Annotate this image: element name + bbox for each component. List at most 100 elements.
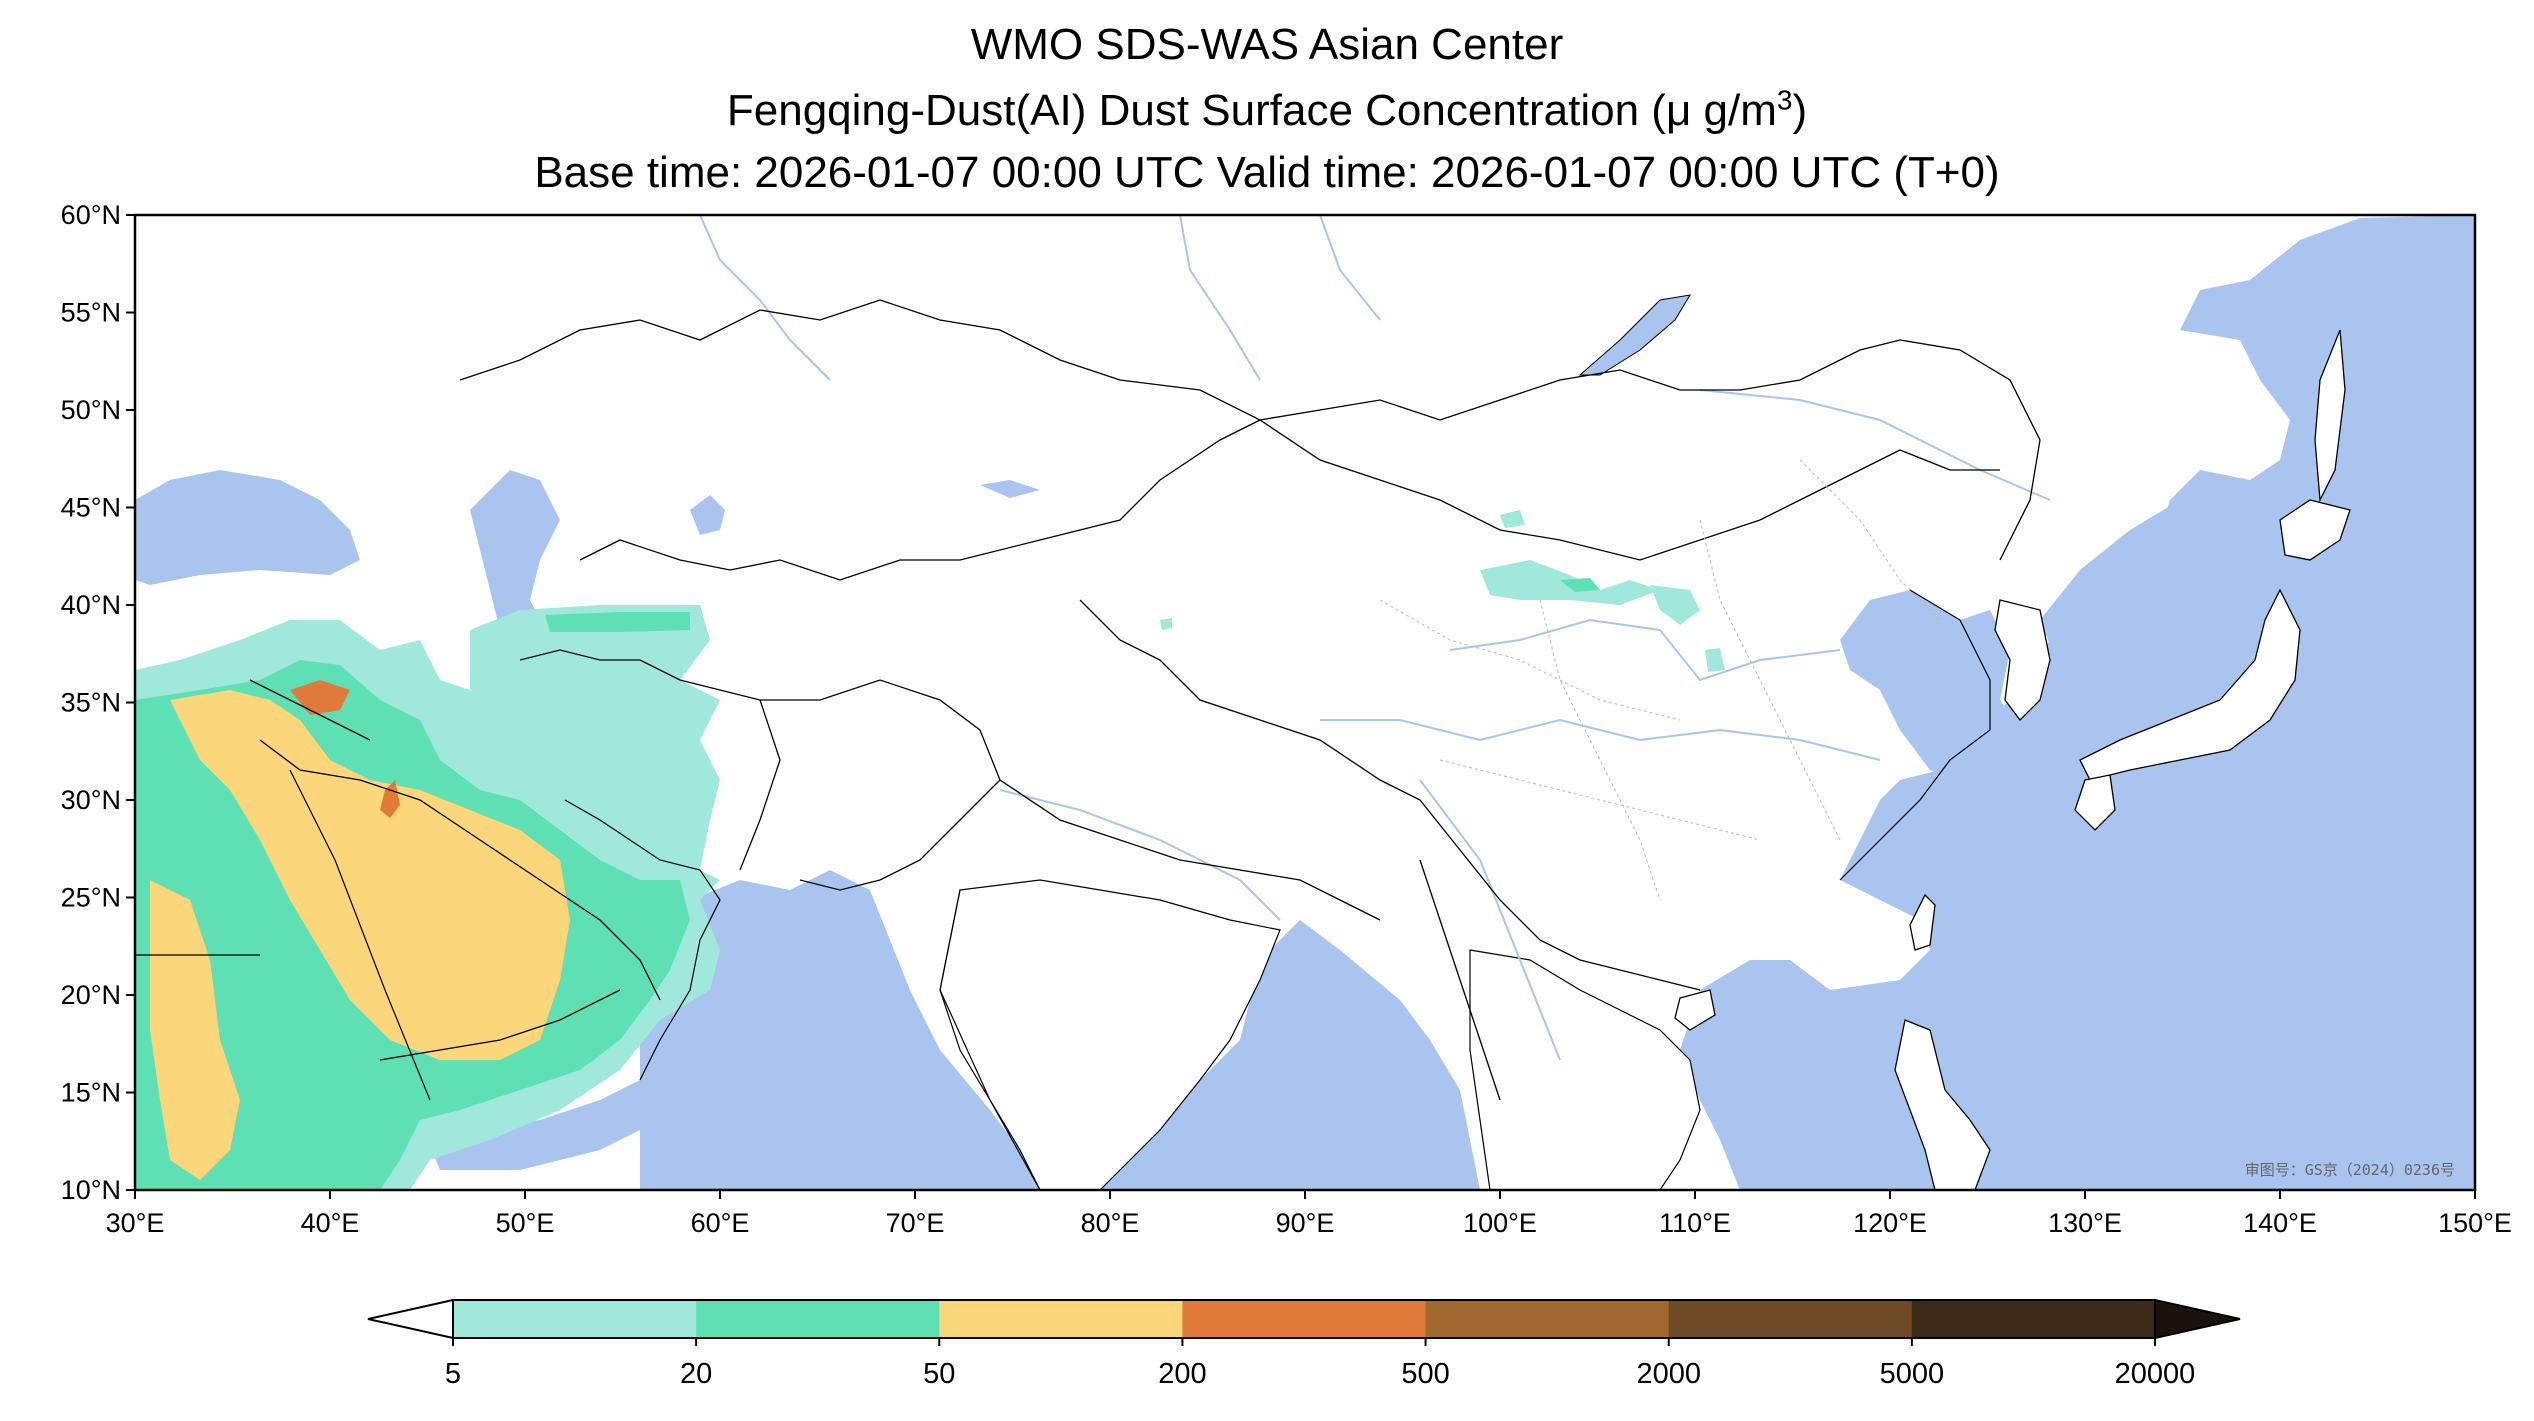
gulf-of-aden bbox=[420, 1080, 660, 1170]
dust-region-level-20-50-north bbox=[545, 612, 690, 632]
border-syria-iraq bbox=[249, 679, 371, 741]
border-kazakhstan-south bbox=[579, 419, 1261, 581]
lon-tick-label: 30°E bbox=[106, 1208, 165, 1238]
lon-tick-label: 90°E bbox=[1276, 1208, 1335, 1238]
colorbar-under-arrow bbox=[367, 1298, 454, 1340]
river-yangtze bbox=[1320, 718, 1881, 761]
lat-tick-label: 40°N bbox=[61, 590, 121, 620]
approval-stamp: 审图号：GS京（2024）0236号 bbox=[2245, 1161, 2455, 1179]
title-line-2: Fengqing-Dust(AI) Dust Surface Concentra… bbox=[0, 84, 2534, 138]
river-yenisei bbox=[1179, 215, 1261, 381]
dust-region-level-20-50-gobi bbox=[1560, 578, 1600, 592]
border-iran bbox=[519, 649, 781, 871]
dust-region-level-5-20-taklimakan bbox=[1160, 618, 1172, 630]
border-myanmar-thailand bbox=[1419, 859, 1501, 1101]
province-border-4 bbox=[1439, 759, 1761, 841]
river-mekong bbox=[1419, 779, 1561, 1061]
lat-tick-label: 20°N bbox=[61, 980, 121, 1010]
dust-region-level-5-20-gobi-2 bbox=[1650, 585, 1700, 625]
lat-tick-label: 45°N bbox=[61, 493, 121, 523]
lon-tick-label: 140°E bbox=[2243, 1208, 2317, 1238]
lat-tick-label: 30°N bbox=[61, 785, 121, 815]
colorbar: 5 20 50 200 500 2000 5000 20000 bbox=[367, 1298, 2241, 1390]
colorbar-tick-label: 5000 bbox=[1880, 1358, 1945, 1390]
colorbar-segment bbox=[1425, 1300, 1670, 1338]
river-ganges bbox=[999, 789, 1281, 921]
lon-tick-label: 120°E bbox=[1853, 1208, 1927, 1238]
river-ob bbox=[699, 215, 831, 381]
dust-region-level-200-500 bbox=[290, 680, 350, 715]
lon-tick-label: 40°E bbox=[301, 1208, 360, 1238]
yellow-sea bbox=[1840, 590, 2020, 780]
japan-hokkaido bbox=[2279, 499, 2351, 561]
border-india-north bbox=[999, 779, 1381, 921]
lat-tick-label: 15°N bbox=[61, 1078, 121, 1108]
coast-india bbox=[939, 889, 1041, 1190]
colorbar-tick-label: 500 bbox=[1401, 1358, 1449, 1390]
dust-region-level-200-500-iraq bbox=[380, 780, 400, 818]
border-yemen-saudi bbox=[379, 989, 621, 1061]
colorbar-tick-label: 50 bbox=[923, 1358, 955, 1390]
title-line-2-superscript: 3 bbox=[1776, 84, 1793, 116]
country-borders bbox=[135, 299, 2041, 1101]
colorbar-segment bbox=[1911, 1300, 2156, 1338]
lon-tick-label: 150°E bbox=[2438, 1208, 2512, 1238]
korea-peninsula bbox=[1994, 599, 2051, 721]
hainan bbox=[1674, 989, 1716, 1031]
title-line-3: Base time: 2026-01-07 00:00 UTC Valid ti… bbox=[534, 148, 2000, 197]
lat-tick-label: 50°N bbox=[61, 395, 121, 425]
lon-tick-label: 70°E bbox=[886, 1208, 945, 1238]
border-mongolia-china bbox=[1259, 419, 2000, 561]
dust-region-level-5-20-gobi-3 bbox=[1500, 510, 1525, 528]
lon-tick-label: 100°E bbox=[1463, 1208, 1537, 1238]
border-arabia bbox=[259, 739, 661, 1001]
province-borders bbox=[1379, 459, 1941, 901]
indochina bbox=[1469, 949, 1701, 1190]
province-border-5 bbox=[1799, 459, 1941, 621]
colorbar-tick-label: 200 bbox=[1158, 1358, 1206, 1390]
colorbar-segment bbox=[1182, 1300, 1427, 1338]
river-yellow bbox=[1449, 618, 1841, 682]
aral-sea bbox=[690, 495, 725, 535]
coast-arabia bbox=[564, 799, 721, 1081]
colorbar-tick-label: 2000 bbox=[1636, 1358, 1701, 1390]
lake-balkhash bbox=[980, 480, 1040, 498]
province-border-2 bbox=[1539, 599, 1661, 901]
philippines bbox=[1894, 1019, 1991, 1190]
dust-region-level-50-200 bbox=[170, 690, 570, 1060]
province-border-3 bbox=[1699, 519, 1841, 841]
river-lena bbox=[1319, 215, 1381, 321]
pacific-ocean bbox=[1680, 215, 2475, 1190]
lat-tick-label: 25°N bbox=[61, 883, 121, 913]
title-line-1: WMO SDS-WAS Asian Center bbox=[970, 20, 1564, 69]
coastlines bbox=[289, 589, 1991, 1190]
india-peninsula bbox=[939, 879, 1281, 1190]
rivers bbox=[699, 215, 2051, 1061]
lon-tick-label: 60°E bbox=[691, 1208, 750, 1238]
caspian-sea bbox=[470, 470, 580, 690]
lat-tick-label: 55°N bbox=[61, 298, 121, 328]
coast-red-sea bbox=[289, 769, 431, 1101]
title-line-2-text: Fengqing-Dust(AI) Dust Surface Concentra… bbox=[726, 86, 1777, 135]
lake-baikal bbox=[1578, 294, 1691, 376]
lat-tick-label: 10°N bbox=[61, 1175, 121, 1205]
border-russia-south bbox=[459, 299, 2041, 561]
lon-tick-label: 50°E bbox=[496, 1208, 555, 1238]
colorbar-tick-label: 20 bbox=[680, 1358, 712, 1390]
map-axes: 30°E 40°E 50°E 60°E 70°E 80°E 90°E 100°E 110°E 12… bbox=[61, 200, 2512, 1238]
title-line-2-close: ) bbox=[1792, 86, 1808, 135]
river-amur bbox=[1699, 389, 2051, 501]
japan-kyushu bbox=[2074, 774, 2116, 831]
colorbar-over-arrow bbox=[2154, 1298, 2241, 1340]
lon-tick-label: 110°E bbox=[1659, 1208, 1731, 1238]
coast-china-east bbox=[1839, 589, 1991, 881]
sakhalin bbox=[2314, 329, 2346, 503]
map-plot-area: 审图号：GS京（2024）0236号 bbox=[135, 215, 2475, 1190]
sea-of-japan bbox=[2040, 490, 2270, 700]
colorbar-segment bbox=[939, 1300, 1183, 1338]
colorbar-segment bbox=[696, 1300, 940, 1338]
black-sea bbox=[135, 470, 360, 585]
colorbar-tick-label: 20000 bbox=[2115, 1358, 2196, 1390]
province-border-1 bbox=[1379, 599, 1681, 721]
